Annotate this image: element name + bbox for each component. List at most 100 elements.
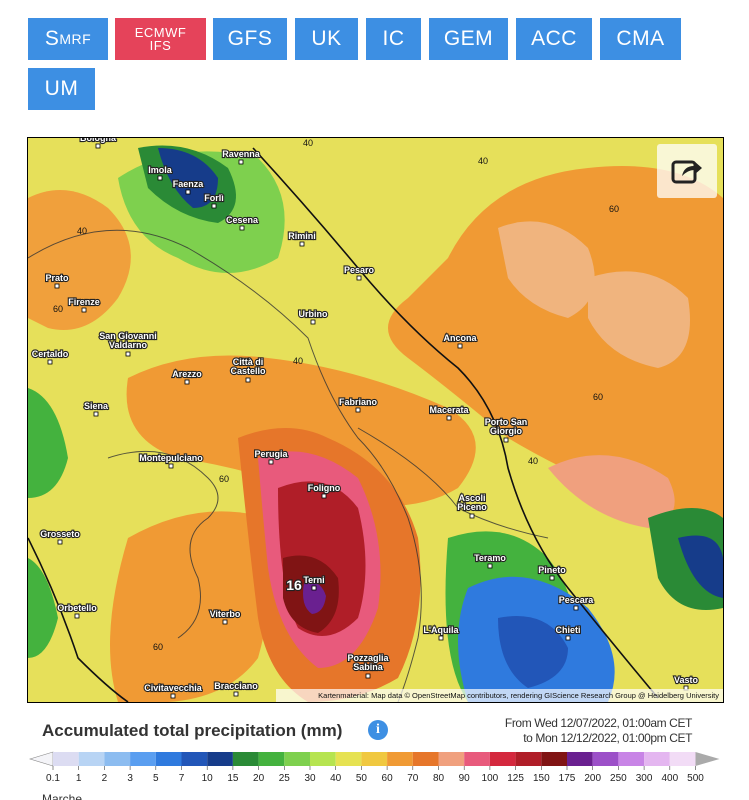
scale-start <box>28 751 54 767</box>
city-dot <box>356 275 362 281</box>
city-dot <box>446 415 452 421</box>
model-tab[interactable]: GFS <box>213 18 287 60</box>
scale-label: 100 <box>482 773 499 784</box>
city-label: Arezzo <box>172 369 202 379</box>
scale-label: 20 <box>253 773 265 784</box>
city-label: Montepulciano <box>139 453 203 463</box>
contour-label: 60 <box>593 392 603 402</box>
scale-label: 125 <box>507 773 524 784</box>
city-dot <box>239 225 245 231</box>
scale-label: 300 <box>636 773 653 784</box>
scale-cell <box>644 752 670 766</box>
precip-field <box>28 145 723 702</box>
scale-cell <box>464 752 490 766</box>
range-from: From Wed 12/07/2022, 01:00am CET <box>504 716 692 730</box>
scale-label: 5 <box>153 773 159 784</box>
city-label: Città di <box>233 357 264 367</box>
coastline-west <box>28 537 129 702</box>
city-label: Cesena <box>226 215 259 225</box>
contour-label: 40 <box>293 356 303 366</box>
city-label: Teramo <box>474 553 506 563</box>
city-label: Ravenna <box>222 149 261 159</box>
city-label: Ancona <box>443 333 477 343</box>
city-dot <box>93 411 99 417</box>
scale-cell <box>155 752 182 766</box>
scale-cell <box>592 752 619 766</box>
city-label: Chieti <box>555 625 580 635</box>
info-button[interactable]: i <box>368 720 388 740</box>
scale-label: 1 <box>76 773 82 784</box>
model-tab[interactable]: UM <box>28 68 95 110</box>
model-tab[interactable]: CMA <box>600 18 681 60</box>
city-label: Certaldo <box>32 349 69 359</box>
scale-label: 250 <box>610 773 627 784</box>
city-dot <box>170 693 176 699</box>
city-dot <box>469 513 475 519</box>
model-tab[interactable]: S MRF <box>28 18 108 60</box>
city-label: Ascoli <box>458 493 485 503</box>
city-label: Bracciano <box>214 681 258 691</box>
city-dot <box>355 407 361 413</box>
scale-label: 40 <box>330 773 342 784</box>
scale-cell <box>181 752 208 766</box>
scale-label: 3 <box>127 773 133 784</box>
city-label: Foligno <box>308 483 341 493</box>
city-label: Faenza <box>173 179 205 189</box>
model-tab[interactable]: GEM <box>429 18 508 60</box>
contour-label: 40 <box>77 226 87 236</box>
city-label: Castello <box>230 366 266 376</box>
max-value-label: 16 <box>286 577 302 593</box>
city-label: San Giovanni <box>99 331 157 341</box>
city-label: Pineto <box>538 565 566 575</box>
city-dot <box>549 575 555 581</box>
tab-label: S <box>44 27 60 50</box>
scale-label: 500 <box>687 773 704 784</box>
city-dot <box>125 351 131 357</box>
contour-label: 40 <box>478 156 488 166</box>
scale-label: 150 <box>533 773 550 784</box>
city-dot <box>565 635 571 641</box>
city-dot <box>54 283 60 289</box>
scale-label: 175 <box>559 773 576 784</box>
tab-label-line: ECMWF <box>134 25 187 40</box>
city-label: Terni <box>303 575 324 585</box>
scale-cell <box>310 752 336 766</box>
scale-cell <box>207 752 233 766</box>
city-dot <box>268 459 274 465</box>
city-label: Urbino <box>299 309 328 319</box>
city-dot <box>222 619 228 625</box>
model-tab[interactable]: IC <box>366 18 421 60</box>
contour-label: 40 <box>303 138 313 148</box>
city-label: Sabina <box>353 662 384 672</box>
scale-label: 90 <box>459 773 471 784</box>
share-button[interactable] <box>657 144 717 198</box>
model-tab[interactable]: ECMWF IFS <box>115 18 206 60</box>
scale-cell <box>438 752 465 766</box>
scale-label: 60 <box>382 773 394 784</box>
city-label: Civitavecchia <box>144 683 203 693</box>
scale-label: 7 <box>179 773 185 784</box>
city-dot <box>74 613 80 619</box>
tab-sublabel: MRF <box>59 31 92 47</box>
scale-cell <box>361 752 388 766</box>
city-dot <box>47 359 53 365</box>
scale-cell <box>489 752 516 766</box>
scale-cell <box>335 752 362 766</box>
precipitation-map: Bologna Ravenna Imola Faenza Forlì Cesena Rimi… <box>27 137 724 703</box>
model-tab[interactable]: UK <box>295 18 358 60</box>
city-label: Piceno <box>457 502 487 512</box>
city-label: Grosseto <box>40 529 80 539</box>
city-label: Orbetello <box>57 603 97 613</box>
scale-cell <box>232 752 259 766</box>
city-dot <box>487 563 493 569</box>
model-tab[interactable]: ACC <box>516 18 592 60</box>
city-dot <box>457 343 463 349</box>
city-label: L'Aquila <box>423 625 459 635</box>
city-dot <box>311 585 317 591</box>
city-dot <box>299 241 305 247</box>
attribution-bg <box>276 689 723 702</box>
coastline <box>252 147 659 699</box>
borders <box>28 229 549 702</box>
city-dot <box>321 493 327 499</box>
